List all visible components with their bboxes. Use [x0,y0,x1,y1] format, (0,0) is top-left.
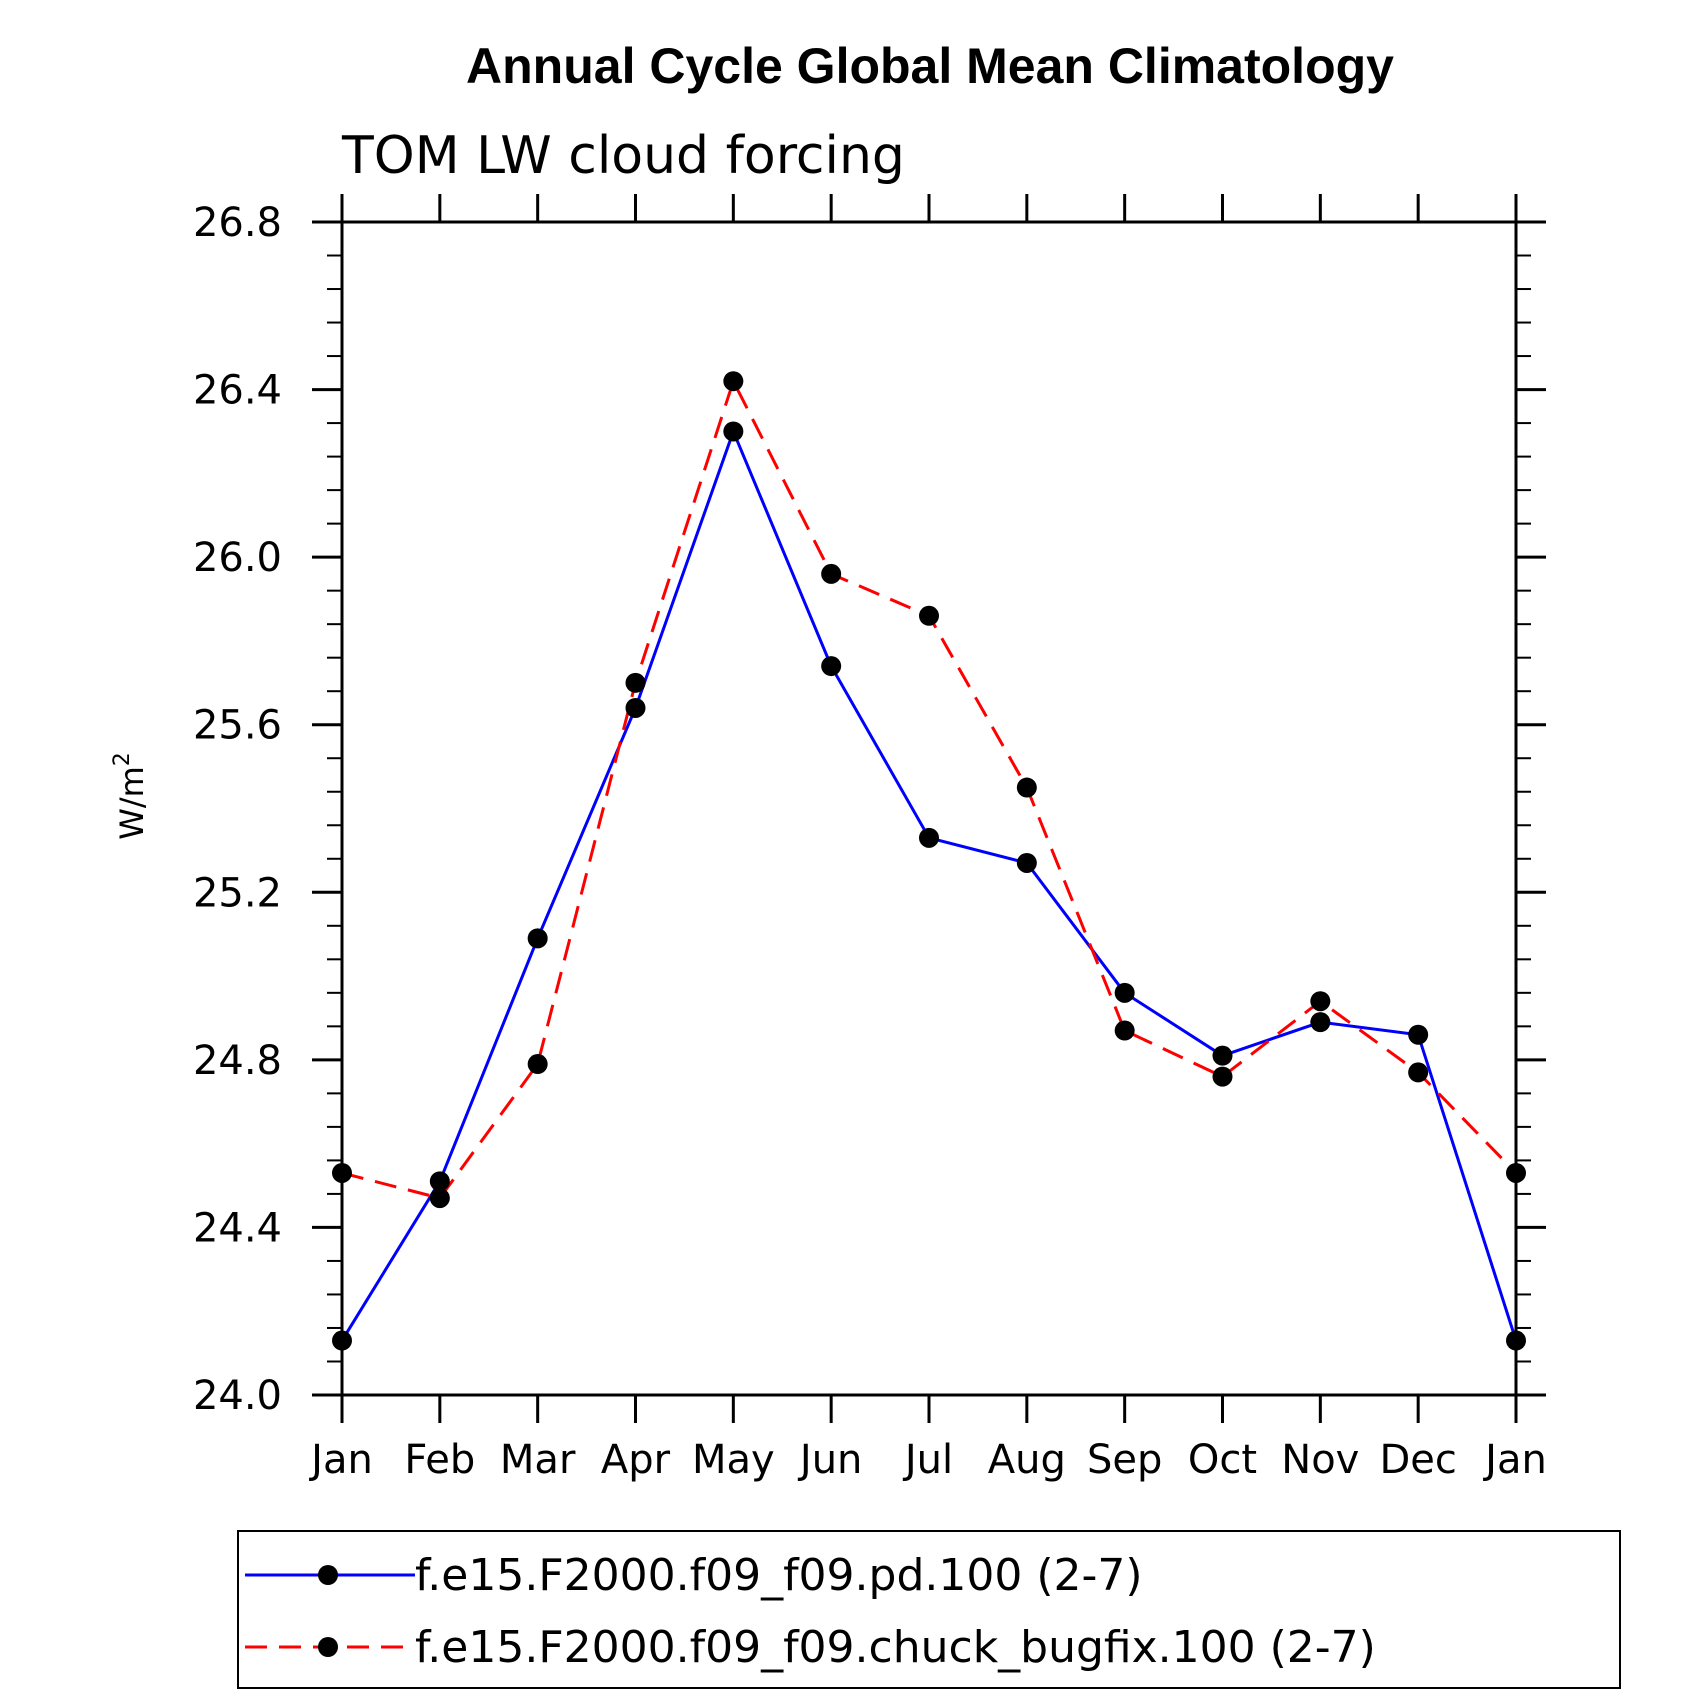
series-2-point [821,563,842,584]
x-tick-label: Jan [1482,1437,1547,1483]
x-tick-label: Mar [500,1437,576,1483]
series-1-point [1408,1024,1429,1045]
series-line-1 [340,427,1518,1342]
x-tick-label: Jan [308,1437,373,1483]
x-tick-label: Apr [601,1437,671,1483]
chart-subtitle: TOM LW cloud forcing [341,126,905,186]
series-1-point [919,827,939,848]
series-2-point [1506,1162,1526,1183]
legend-marker-series-2 [318,1637,338,1657]
series-1-point [332,1330,352,1351]
y-tick-label: 25.2 [193,870,282,916]
y-axis-label-text: W/m [113,766,151,840]
x-tick-label: Oct [1188,1437,1257,1483]
series-1-point [1212,1045,1233,1066]
x-tick-label: Dec [1379,1437,1456,1483]
y-tick-labels: 24.0 24.4 24.8 25.2 25.6 26.0 26.4 26.8 [193,200,282,1419]
legend-label-series-2: f.e15.F2000.f09_f09.chuck_bugfix.100 (2-… [415,1622,1376,1673]
series-1-point [821,656,842,677]
svg-text:W/m2: W/m2 [110,752,151,840]
x-tick-label: Feb [404,1437,475,1483]
series-2-point [527,1054,548,1075]
y-tick-label: 26.0 [193,535,282,581]
tick-marks [312,194,1546,1423]
x-tick-label: May [692,1437,775,1483]
series-2-point [1310,991,1331,1012]
x-tick-label: Jul [902,1437,953,1483]
series-1-point [429,1171,450,1192]
x-tick-label: Aug [988,1437,1066,1483]
series-2-point [429,1188,450,1209]
legend-label-series-1: f.e15.F2000.f09_f09.pd.100 (2-7) [415,1550,1143,1601]
x-tick-label: Sep [1087,1437,1162,1483]
y-axis-label: W/m2 [110,752,151,840]
series-2-point [332,1162,352,1183]
series-1-point [1016,852,1037,873]
series-line-2 [341,377,1518,1200]
x-tick-label: Jun [797,1437,863,1483]
y-tick-label: 25.6 [193,703,282,749]
series-1-point [723,421,744,442]
plot-frame [340,220,1518,1397]
series-1-point [1310,1012,1331,1033]
series-1-point [527,928,548,949]
series-2-point [723,371,744,392]
series-2-point [1114,1020,1135,1041]
series-2-point [919,605,939,626]
y-tick-label: 24.4 [193,1205,282,1251]
series-2-point [1016,777,1037,798]
series-2-point [1212,1066,1233,1087]
y-tick-label: 26.8 [193,200,282,246]
series-2-point [1408,1062,1429,1083]
x-tick-label: Nov [1281,1437,1359,1483]
y-tick-label: 26.4 [193,368,282,414]
series-1-point [1506,1330,1526,1351]
legend: f.e15.F2000.f09_f09.pd.100 (2-7) f.e15.F… [237,1530,1621,1689]
chart-title: Annual Cycle Global Mean Climatology [466,38,1394,94]
series-layer [332,371,1526,1351]
series-2-point [625,672,646,693]
legend-marker-series-1 [318,1565,338,1585]
y-axis-label-superscript: 2 [110,752,135,766]
y-tick-label: 24.0 [193,1373,282,1419]
series-1-point [625,697,646,718]
series-1-point [1114,982,1135,1003]
y-tick-label: 24.8 [193,1038,282,1084]
legend-box [237,1530,1621,1689]
x-tick-labels: Jan Feb Mar Apr May Jun Jul Aug Sep Oct Nov Dec Jan [308,1437,1547,1483]
